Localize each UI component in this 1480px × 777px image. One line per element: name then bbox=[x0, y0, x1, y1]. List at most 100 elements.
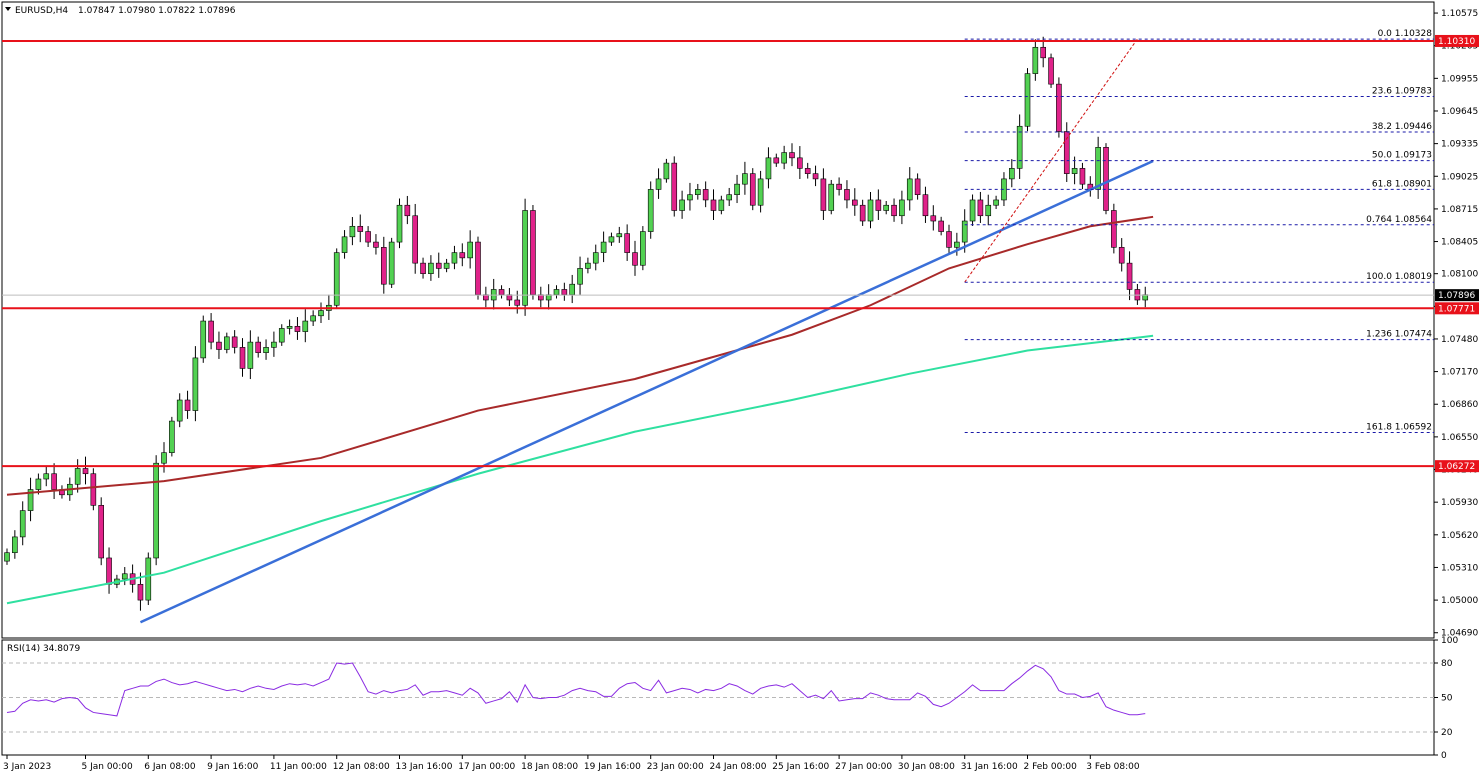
candle-body bbox=[341, 236, 348, 253]
fibonacci-level-label: 161.8 1.06592 bbox=[1366, 422, 1432, 432]
candle-body bbox=[1126, 262, 1133, 290]
price-axis-tick-label: 1.05930 bbox=[1441, 498, 1478, 508]
candle-body bbox=[208, 320, 214, 343]
price-plot-area: 0.0 1.10328 23.6 1.09783 38.2 1.09446 50.0 … bbox=[2, 29, 1434, 624]
candle-body bbox=[247, 341, 254, 369]
candle-body bbox=[1024, 73, 1031, 127]
price-axis-tick-label: 1.05620 bbox=[1441, 531, 1478, 541]
candle-body bbox=[373, 241, 379, 248]
time-axis-tick-label: 27 Jan 00:00 bbox=[835, 762, 892, 772]
price-axis-tick-label: 1.10575 bbox=[1441, 9, 1478, 19]
candle-body bbox=[844, 189, 850, 201]
candle-body bbox=[804, 168, 811, 174]
candle-body bbox=[224, 336, 230, 350]
candle-body bbox=[765, 157, 772, 180]
price-axis-tick-label: 1.09955 bbox=[1441, 74, 1478, 84]
price-axis-tick-label: 1.05310 bbox=[1441, 563, 1478, 573]
candle-body bbox=[451, 252, 458, 264]
candle-body bbox=[624, 233, 630, 253]
fibonacci-level-label: 0.764 1.08564 bbox=[1366, 215, 1432, 225]
candle-body bbox=[19, 510, 26, 538]
fibonacci-level-label: 23.6 1.09783 bbox=[1372, 86, 1432, 96]
candle-body bbox=[977, 199, 984, 217]
candle-body bbox=[561, 289, 568, 296]
candle-body bbox=[467, 241, 473, 259]
candle-body bbox=[1008, 168, 1015, 180]
candle-body bbox=[600, 241, 607, 253]
price-axis-tick-label: 1.06550 bbox=[1441, 433, 1478, 443]
rsi-axis-tick-label: 80 bbox=[1441, 659, 1453, 669]
candle-body bbox=[569, 283, 576, 296]
price-axis-tick-label: 1.08100 bbox=[1441, 270, 1478, 280]
time-axis-tick-label: 6 Jan 08:00 bbox=[144, 762, 196, 772]
candle-body bbox=[278, 328, 285, 343]
rsi-panel: RSI(14) 34.8079 bbox=[1, 639, 1435, 756]
candle-body bbox=[993, 199, 999, 206]
candle-body bbox=[702, 189, 709, 201]
candle-body bbox=[443, 262, 450, 269]
candle-body bbox=[200, 320, 207, 359]
candle-body bbox=[914, 178, 921, 195]
symbol-label: EURUSD,H4 bbox=[15, 6, 68, 16]
candle-body bbox=[789, 152, 795, 159]
candle-body bbox=[679, 199, 685, 211]
candle-body bbox=[828, 183, 835, 211]
candle-body bbox=[663, 162, 670, 180]
candle-body bbox=[12, 536, 18, 554]
candle-body bbox=[1032, 46, 1039, 74]
price-axis-tick-label: 1.09335 bbox=[1441, 140, 1478, 150]
price-axis-tick-label: 1.09025 bbox=[1441, 172, 1478, 182]
candle-body bbox=[333, 252, 340, 306]
candle-body bbox=[1056, 83, 1062, 132]
fibonacci-level-label: 61.8 1.08901 bbox=[1372, 179, 1432, 189]
support-trendline bbox=[139, 159, 1154, 624]
candle-body bbox=[742, 173, 748, 185]
price-axis-tick-label: 1.07170 bbox=[1441, 368, 1478, 378]
candle-body bbox=[137, 583, 144, 601]
time-axis-tick-label: 23 Jan 00:00 bbox=[647, 762, 704, 772]
candle-body bbox=[4, 552, 10, 562]
candle-body bbox=[1079, 168, 1086, 185]
candle-body bbox=[812, 173, 819, 180]
time-axis-tick-label: 12 Jan 08:00 bbox=[333, 762, 390, 772]
candle-body bbox=[946, 231, 952, 248]
candle-body bbox=[694, 189, 701, 195]
price-axis-tick-label: 1.05000 bbox=[1441, 596, 1478, 606]
price-panel: 0.0 1.10328 23.6 1.09783 38.2 1.09446 50.0 … bbox=[1, 1, 1435, 639]
candle-body bbox=[875, 199, 882, 211]
candle-body bbox=[74, 468, 81, 485]
horizontal-level-badge-label: 1.06272 bbox=[1438, 462, 1475, 472]
candle-body bbox=[302, 320, 309, 332]
candle-body bbox=[577, 268, 583, 285]
candle-body bbox=[969, 199, 976, 222]
candle-body bbox=[773, 157, 780, 164]
fibonacci-level-label: 38.2 1.09446 bbox=[1372, 122, 1432, 132]
fibonacci-level-label: 50.0 1.09173 bbox=[1372, 151, 1432, 161]
candle-body bbox=[1118, 247, 1125, 264]
candle-body bbox=[1040, 46, 1046, 59]
candle-body bbox=[859, 204, 866, 222]
price-axis-tick-label: 1.08715 bbox=[1441, 205, 1478, 215]
candle-body bbox=[1103, 147, 1109, 211]
candle-body bbox=[1095, 147, 1101, 190]
time-axis-tick-label: 3 Jan 2023 bbox=[3, 762, 51, 772]
candle-body bbox=[184, 399, 191, 411]
candle-body bbox=[255, 341, 261, 353]
ohlc-values: 1.07847 1.07980 1.07822 1.07896 bbox=[78, 6, 236, 16]
candle-body bbox=[710, 199, 717, 211]
candle-body bbox=[530, 210, 536, 296]
candle-body bbox=[1048, 57, 1054, 85]
candle-body bbox=[90, 473, 97, 506]
symbol-menu-icon[interactable] bbox=[5, 7, 11, 11]
candle-body bbox=[749, 173, 756, 206]
candle-body bbox=[640, 231, 646, 266]
candle-body bbox=[357, 225, 364, 232]
candle-body bbox=[294, 326, 301, 332]
fibonacci-level-label: 100.0 1.08019 bbox=[1366, 272, 1432, 282]
time-axis-tick-label: 3 Feb 08:00 bbox=[1086, 762, 1140, 772]
candle-body bbox=[930, 215, 937, 222]
candle-body bbox=[286, 326, 293, 329]
moving-average-green-line bbox=[6, 334, 1154, 605]
candle-body bbox=[906, 178, 913, 201]
